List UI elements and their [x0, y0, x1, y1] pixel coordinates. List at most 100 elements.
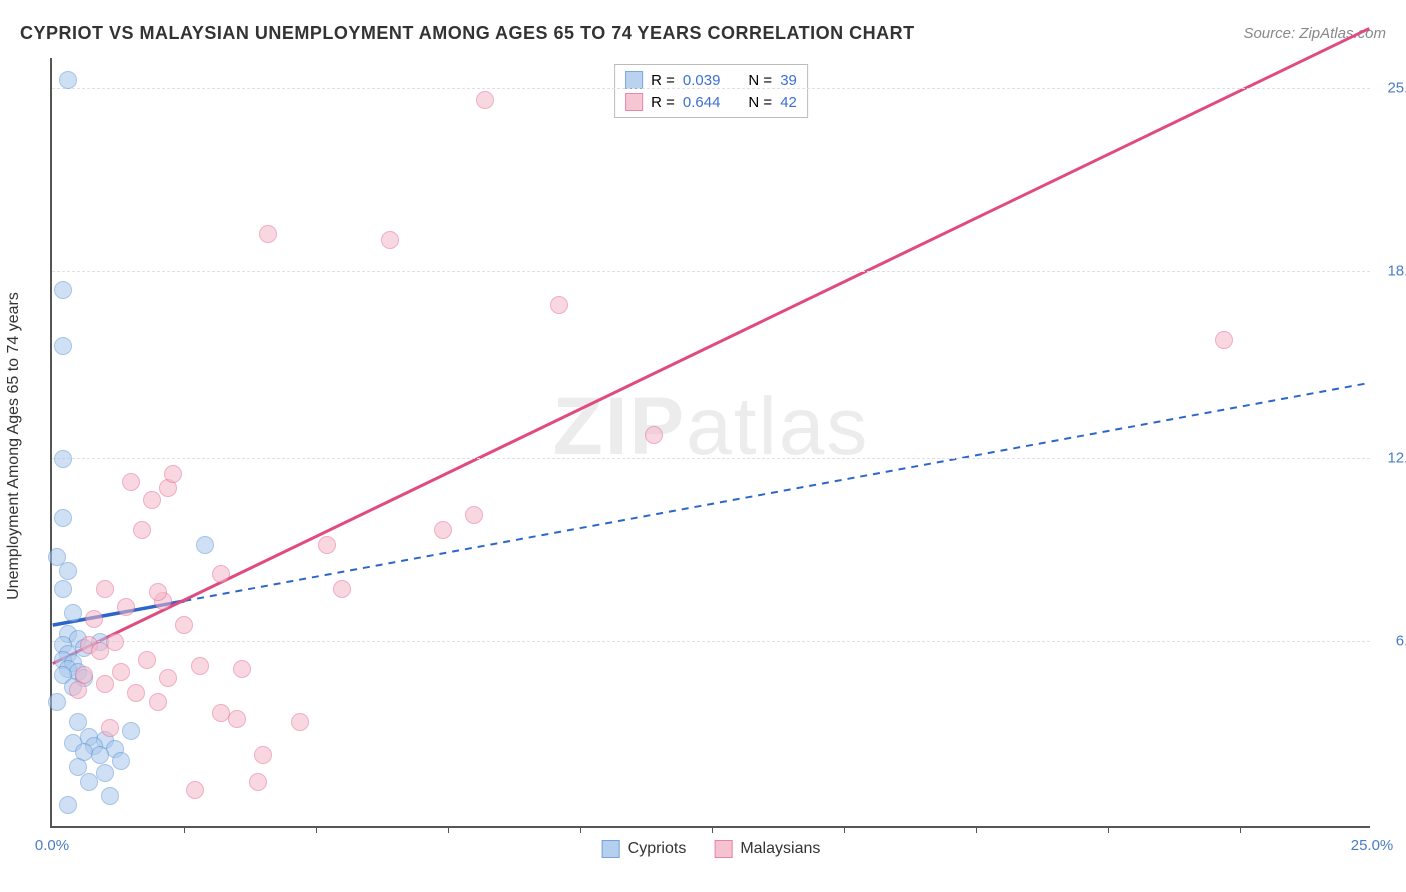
watermark: ZIPatlas [553, 380, 870, 474]
data-point [550, 296, 568, 314]
legend-item: Malaysians [714, 840, 820, 858]
legend-item: Cypriots [602, 840, 687, 858]
data-point [333, 580, 351, 598]
data-point [127, 684, 145, 702]
data-point [117, 598, 135, 616]
data-point [149, 693, 167, 711]
data-point [381, 231, 399, 249]
data-point [96, 764, 114, 782]
data-point [101, 787, 119, 805]
chart-container: CYPRIOT VS MALAYSIAN UNEMPLOYMENT AMONG … [0, 0, 1406, 892]
data-point [112, 663, 130, 681]
legend-r-label: R = [651, 94, 675, 111]
gridline-h [52, 88, 1370, 89]
x-minor-tick [1240, 826, 1241, 833]
data-point [101, 719, 119, 737]
gridline-h [52, 458, 1370, 459]
legend-n-label: N = [748, 94, 772, 111]
trend-lines-layer [52, 58, 1370, 826]
data-point [318, 536, 336, 554]
legend-n-label: N = [748, 72, 772, 89]
data-point [59, 796, 77, 814]
legend-stat-row: R = 0.644 N = 42 [625, 91, 797, 113]
data-point [96, 580, 114, 598]
data-point [259, 225, 277, 243]
data-point [96, 675, 114, 693]
legend-r-label: R = [651, 72, 675, 89]
data-point [112, 752, 130, 770]
data-point [138, 651, 156, 669]
x-minor-tick [448, 826, 449, 833]
data-point [64, 604, 82, 622]
correlation-legend: R = 0.039 N = 39 R = 0.644 N = 42 [614, 64, 808, 118]
data-point [476, 91, 494, 109]
y-tick-label: 25.0% [1375, 79, 1406, 96]
data-point [54, 509, 72, 527]
x-minor-tick [712, 826, 713, 833]
y-axis-label: Unemployment Among Ages 65 to 74 years [5, 292, 23, 600]
legend-swatch [625, 71, 643, 89]
data-point [186, 781, 204, 799]
data-point [54, 450, 72, 468]
data-point [91, 746, 109, 764]
x-tick-label: 0.0% [35, 837, 69, 854]
x-minor-tick [316, 826, 317, 833]
data-point [59, 71, 77, 89]
data-point [54, 337, 72, 355]
data-point [106, 633, 124, 651]
legend-n-value: 42 [780, 94, 797, 111]
x-tick-label: 25.0% [1351, 837, 1394, 854]
legend-r-value: 0.039 [683, 72, 721, 89]
data-point [59, 562, 77, 580]
x-minor-tick [1108, 826, 1109, 833]
y-tick-label: 6.3% [1375, 633, 1406, 650]
y-tick-label: 18.8% [1375, 263, 1406, 280]
legend-n-value: 39 [780, 72, 797, 89]
legend-label: Malaysians [740, 840, 820, 858]
data-point [91, 642, 109, 660]
x-minor-tick [184, 826, 185, 833]
data-point [291, 713, 309, 731]
data-point [133, 521, 151, 539]
title-bar: CYPRIOT VS MALAYSIAN UNEMPLOYMENT AMONG … [20, 18, 1386, 48]
data-point [48, 693, 66, 711]
data-point [159, 669, 177, 687]
plot-area: ZIPatlas R = 0.039N = 39R = 0.644N = 42 … [50, 58, 1370, 828]
data-point [645, 426, 663, 444]
y-tick-label: 12.5% [1375, 449, 1406, 466]
data-point [434, 521, 452, 539]
gridline-h [52, 271, 1370, 272]
legend-r-value: 0.644 [683, 94, 721, 111]
data-point [54, 281, 72, 299]
data-point [254, 746, 272, 764]
data-point [191, 657, 209, 675]
data-point [465, 506, 483, 524]
legend-swatch [714, 840, 732, 858]
data-point [196, 536, 214, 554]
x-minor-tick [976, 826, 977, 833]
legend-swatch [625, 93, 643, 111]
data-point [249, 773, 267, 791]
x-minor-tick [844, 826, 845, 833]
legend-label: Cypriots [628, 840, 687, 858]
data-point [54, 580, 72, 598]
data-point [1215, 331, 1233, 349]
series-legend: Cypriots Malaysians [602, 840, 821, 858]
chart-title: CYPRIOT VS MALAYSIAN UNEMPLOYMENT AMONG … [20, 23, 915, 44]
data-point [228, 710, 246, 728]
legend-swatch [602, 840, 620, 858]
data-point [80, 773, 98, 791]
data-point [122, 473, 140, 491]
data-point [175, 616, 193, 634]
x-minor-tick [580, 826, 581, 833]
gridline-h [52, 641, 1370, 642]
data-point [122, 722, 140, 740]
data-point [143, 491, 161, 509]
data-point [233, 660, 251, 678]
data-point [149, 583, 167, 601]
data-point [85, 610, 103, 628]
data-point [69, 681, 87, 699]
data-point [164, 465, 182, 483]
data-point [212, 565, 230, 583]
source-attribution: Source: ZipAtlas.com [1243, 25, 1386, 42]
